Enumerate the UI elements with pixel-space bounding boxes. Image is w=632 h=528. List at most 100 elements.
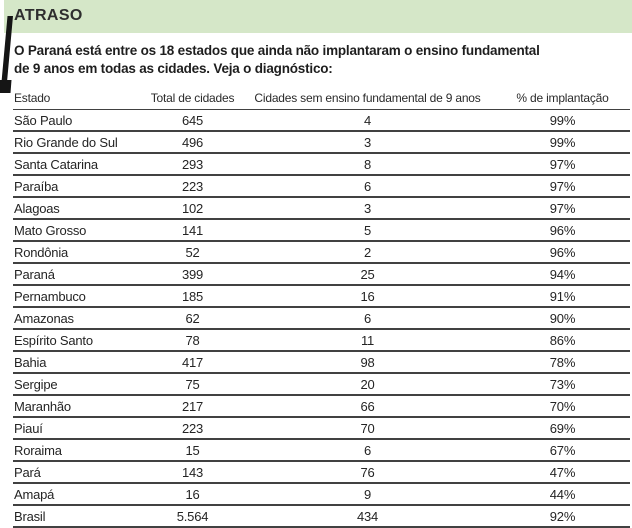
- pct-cell: 96%: [495, 219, 630, 242]
- diagnostics-table-container: Estado Total de cidades Cidades sem ensi…: [13, 91, 630, 528]
- pct-cell: 67%: [495, 439, 630, 462]
- table-row: São Paulo 645 4 99%: [13, 109, 630, 132]
- table-header-row: Estado Total de cidades Cidades sem ensi…: [13, 91, 630, 110]
- state-cell: Paraná: [13, 263, 145, 286]
- column-header-cidades-sem-ensino: Cidades sem ensino fundamental de 9 anos: [240, 91, 495, 110]
- state-cell: Pernambuco: [13, 285, 145, 308]
- total-cell: 141: [145, 219, 240, 242]
- pct-cell: 44%: [495, 483, 630, 506]
- sem-cell: 11: [240, 329, 495, 352]
- table-row: Sergipe 75 20 73%: [13, 373, 630, 396]
- sem-cell: 16: [240, 285, 495, 308]
- state-cell: Sergipe: [13, 373, 145, 396]
- intro-line-2: de 9 anos em todas as cidades. Veja o di…: [14, 61, 333, 76]
- sem-cell: 70: [240, 417, 495, 440]
- total-cell: 5.564: [145, 505, 240, 528]
- table-row: Pernambuco 185 16 91%: [13, 285, 630, 308]
- pct-cell: 47%: [495, 461, 630, 484]
- sem-cell: 98: [240, 351, 495, 374]
- total-cell: 16: [145, 483, 240, 506]
- state-cell: Piauí: [13, 417, 145, 440]
- state-cell: Amapá: [13, 483, 145, 506]
- sem-cell: 8: [240, 153, 495, 176]
- total-cell: 223: [145, 417, 240, 440]
- total-cell: 293: [145, 153, 240, 176]
- state-cell: Rondônia: [13, 241, 145, 264]
- total-cell: 217: [145, 395, 240, 418]
- sem-cell: 5: [240, 219, 495, 242]
- sem-cell: 6: [240, 175, 495, 198]
- sem-cell: 3: [240, 131, 495, 154]
- sem-cell: 434: [240, 505, 495, 528]
- pct-cell: 91%: [495, 285, 630, 308]
- total-cell: 399: [145, 263, 240, 286]
- sem-cell: 9: [240, 483, 495, 506]
- pct-cell: 94%: [495, 263, 630, 286]
- table-row: Alagoas 102 3 97%: [13, 197, 630, 220]
- pct-cell: 78%: [495, 351, 630, 374]
- pct-cell: 86%: [495, 329, 630, 352]
- intro-line-1: O Paraná está entre os 18 estados que ai…: [14, 43, 540, 58]
- total-cell: 417: [145, 351, 240, 374]
- total-cell: 62: [145, 307, 240, 330]
- total-cell: 185: [145, 285, 240, 308]
- total-cell: 223: [145, 175, 240, 198]
- state-cell: Espírito Santo: [13, 329, 145, 352]
- pct-cell: 97%: [495, 175, 630, 198]
- state-cell: Roraima: [13, 439, 145, 462]
- sem-cell: 6: [240, 307, 495, 330]
- sem-cell: 2: [240, 241, 495, 264]
- state-cell: São Paulo: [13, 109, 145, 132]
- table-row: Amapá 16 9 44%: [13, 483, 630, 506]
- table-row: Mato Grosso 141 5 96%: [13, 219, 630, 242]
- table-row: Amazonas 62 6 90%: [13, 307, 630, 330]
- table-row: Maranhão 217 66 70%: [13, 395, 630, 418]
- pct-cell: 73%: [495, 373, 630, 396]
- pct-cell: 97%: [495, 197, 630, 220]
- table-row: Rio Grande do Sul 496 3 99%: [13, 131, 630, 154]
- total-cell: 15: [145, 439, 240, 462]
- sem-cell: 66: [240, 395, 495, 418]
- total-cell: 78: [145, 329, 240, 352]
- pct-cell: 90%: [495, 307, 630, 330]
- state-cell: Maranhão: [13, 395, 145, 418]
- total-cell: 102: [145, 197, 240, 220]
- pct-cell: 99%: [495, 131, 630, 154]
- state-cell: Rio Grande do Sul: [13, 131, 145, 154]
- pct-cell: 70%: [495, 395, 630, 418]
- column-header-estado: Estado: [13, 91, 145, 110]
- state-cell: Santa Catarina: [13, 153, 145, 176]
- sem-cell: 25: [240, 263, 495, 286]
- table-row: Roraima 15 6 67%: [13, 439, 630, 462]
- pct-cell: 99%: [495, 109, 630, 132]
- sem-cell: 6: [240, 439, 495, 462]
- table-body: São Paulo 645 4 99% Rio Grande do Sul 496 3 99%…: [13, 109, 630, 528]
- state-cell: Brasil: [13, 505, 145, 528]
- table-row: Brasil 5.564 434 92%: [13, 505, 630, 528]
- total-cell: 75: [145, 373, 240, 396]
- table-row: Espírito Santo 78 11 86%: [13, 329, 630, 352]
- numeral-7-glyph: [0, 16, 13, 93]
- sem-cell: 20: [240, 373, 495, 396]
- table-row: Pará 143 76 47%: [13, 461, 630, 484]
- section-header-bar: ATRASO: [4, 0, 632, 33]
- pct-cell: 97%: [495, 153, 630, 176]
- table-row: Piauí 223 70 69%: [13, 417, 630, 440]
- pct-cell: 96%: [495, 241, 630, 264]
- page-title: ATRASO: [14, 7, 83, 24]
- intro-text: O Paraná está entre os 18 estados que ai…: [14, 42, 614, 78]
- state-cell: Pará: [13, 461, 145, 484]
- total-cell: 496: [145, 131, 240, 154]
- pct-cell: 92%: [495, 505, 630, 528]
- state-cell: Amazonas: [13, 307, 145, 330]
- state-cell: Mato Grosso: [13, 219, 145, 242]
- pct-cell: 69%: [495, 417, 630, 440]
- table-row: Bahia 417 98 78%: [13, 351, 630, 374]
- table-row: Rondônia 52 2 96%: [13, 241, 630, 264]
- column-header-pct-implantacao: % de implantação: [495, 91, 630, 110]
- diagnostics-table: Estado Total de cidades Cidades sem ensi…: [13, 91, 630, 528]
- table-row: Santa Catarina 293 8 97%: [13, 153, 630, 176]
- column-header-total-cidades: Total de cidades: [145, 91, 240, 110]
- total-cell: 645: [145, 109, 240, 132]
- total-cell: 52: [145, 241, 240, 264]
